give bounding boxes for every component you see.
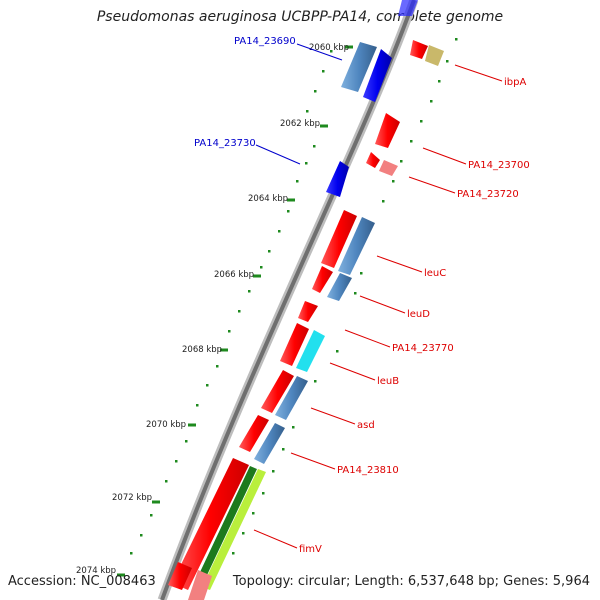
gene-feature bbox=[425, 45, 444, 66]
gene-feature bbox=[193, 466, 257, 590]
dotted-track-right bbox=[232, 38, 458, 555]
gene-feature bbox=[326, 161, 349, 197]
tick-label: 2068 kbp bbox=[182, 345, 222, 355]
gene-label: PA14_23720 bbox=[457, 189, 519, 200]
tick-labels: 2060 kbp 2062 kbp 2064 kbp 2066 kbp 2068… bbox=[76, 43, 349, 576]
tick-label: 2066 kbp bbox=[214, 270, 254, 280]
gene-labels-right: ibpA PA14_23700 PA14_23720 leuC leuD PA1… bbox=[299, 77, 530, 555]
gene-feature bbox=[296, 330, 325, 372]
gene-feature bbox=[188, 570, 212, 600]
gene-label: fimV bbox=[299, 544, 322, 555]
tick-label: 2062 kbp bbox=[280, 119, 320, 129]
gene-features-reverse[interactable] bbox=[326, 42, 392, 197]
gene-labels-left: PA14_23690 PA14_23730 bbox=[194, 36, 296, 149]
gene-feature bbox=[254, 423, 285, 464]
ruler-ticks bbox=[117, 45, 353, 577]
gene-features-forward[interactable] bbox=[168, 40, 444, 600]
gene-feature bbox=[298, 301, 318, 322]
gene-label: leuC bbox=[424, 268, 446, 279]
accession-text: Accession: NC_008463 bbox=[8, 574, 156, 589]
gene-label: leuB bbox=[377, 376, 399, 387]
gene-label: ibpA bbox=[504, 77, 526, 88]
label-leaders-right bbox=[253, 64, 503, 549]
gene-feature bbox=[280, 323, 309, 366]
gene-label: PA14_23770 bbox=[392, 343, 454, 354]
gene-feature bbox=[338, 217, 375, 275]
tick-label: 2060 kbp bbox=[309, 43, 349, 53]
gene-feature bbox=[168, 562, 192, 590]
gene-feature bbox=[239, 415, 269, 452]
gene-label: leuD bbox=[407, 309, 430, 320]
dotted-track-left bbox=[130, 50, 333, 555]
tick-label: 2074 kbp bbox=[76, 566, 116, 576]
gene-feature bbox=[321, 210, 357, 268]
genome-summary-text: Topology: circular; Length: 6,537,648 bp… bbox=[232, 574, 590, 589]
gene-feature bbox=[261, 370, 294, 413]
tick-label: 2064 kbp bbox=[248, 194, 288, 204]
gene-feature bbox=[379, 160, 398, 176]
label-leaders-left bbox=[255, 43, 343, 165]
gene-feature bbox=[172, 458, 249, 590]
gene-feature bbox=[366, 152, 380, 168]
tick-label: 2070 kbp bbox=[146, 420, 186, 430]
tick-label: 2072 kbp bbox=[112, 493, 152, 503]
gene-feature bbox=[275, 376, 308, 420]
gene-feature bbox=[312, 266, 333, 293]
gene-label: PA14_23730 bbox=[194, 138, 256, 149]
gene-feature bbox=[375, 113, 400, 148]
gene-feature bbox=[327, 273, 352, 301]
gene-feature[interactable] bbox=[398, 0, 418, 16]
gene-label: PA14_23690 bbox=[234, 36, 296, 47]
gene-label: PA14_23700 bbox=[468, 160, 530, 171]
gene-feature bbox=[410, 40, 428, 59]
gene-label: asd bbox=[357, 420, 375, 431]
gene-feature bbox=[363, 49, 392, 102]
gene-feature bbox=[202, 469, 266, 590]
gene-feature bbox=[341, 42, 377, 92]
gene-label: PA14_23810 bbox=[337, 465, 399, 476]
